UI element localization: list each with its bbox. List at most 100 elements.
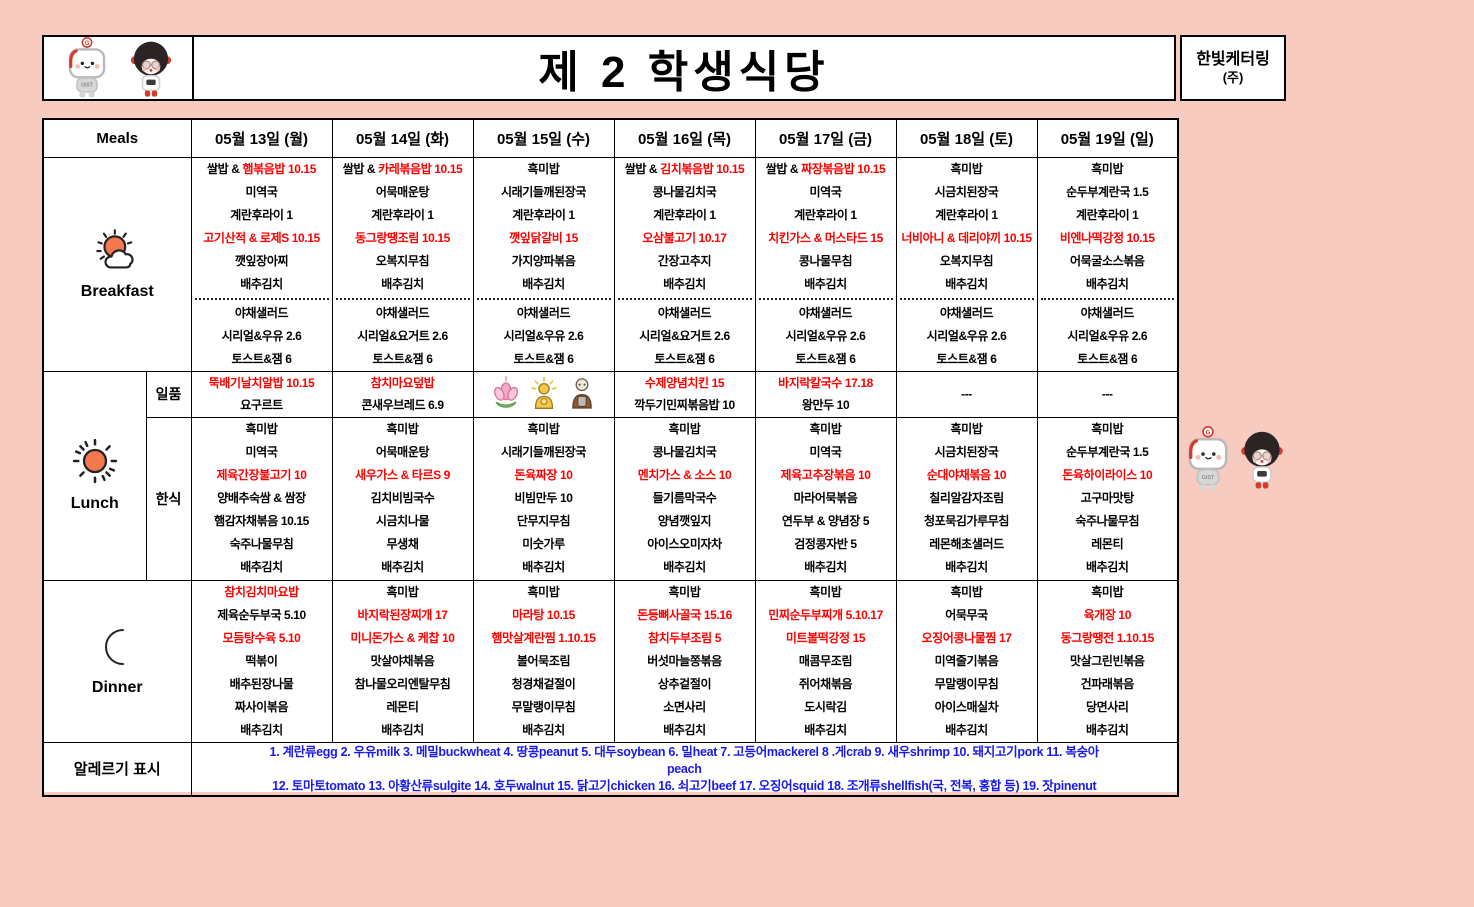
- menu-item: 어묵굴소스볶음: [1070, 253, 1145, 268]
- menu-item: 오삼불고기 10.17: [642, 230, 727, 245]
- vendor-box: 한빛케터링 (주): [1180, 35, 1286, 101]
- menu-item: 비빔만두 10: [514, 491, 573, 505]
- lunch-hansik-cell: 흑미밥 시금치된장국 순대야채볶음 10 칠리알감자조림 청포묵김가루무침 레몬해초샐러드…: [895, 416, 1038, 581]
- menu-item: 야채샐러드: [516, 305, 571, 320]
- menu-item: 배추김치: [240, 722, 283, 737]
- menu-item: 동그랑땡조림 10.15: [355, 230, 450, 245]
- menu-item: 맛살야채볶음: [370, 653, 435, 668]
- menu-item: 연두부 & 양념장 5: [781, 514, 870, 528]
- menu-item: 무말랭이무침: [511, 699, 576, 714]
- menu-item: 흑미밥: [1091, 584, 1124, 599]
- day-header: 05월 19일 (일): [1036, 118, 1179, 158]
- menu-item: 돈등뼈사골국 15.16: [637, 607, 732, 622]
- menu-item: 시리얼&우유 2.6: [503, 328, 584, 343]
- dinner-label: Dinner: [91, 678, 143, 696]
- breakfast-cell: 쌀밥 & 카레볶음밥 10.15 어묵매운탕 계란후라이 1 동그랑땡조림 10.15…: [331, 156, 474, 372]
- menu-item: 상추겉절이: [657, 676, 712, 691]
- menu-item: 가지양파볶음: [511, 253, 576, 268]
- menu-item: 계란후라이 1: [794, 207, 857, 222]
- menu-item: 흑미밥: [668, 422, 701, 436]
- menu-item: 제육순두부국 5.10: [217, 607, 306, 622]
- dotted-divider: [899, 297, 1034, 300]
- dinner-cell: 흑미밥 육개장 10 동그랑땡전 1.10.15 맛살그린빈볶음 건파래볶음 당면사리 배추…: [1036, 579, 1179, 743]
- menu-item: 배추김치: [522, 722, 565, 737]
- menu-item: 야채샐러드: [1080, 305, 1135, 320]
- lunch-ilpum-row: Lunch 일품 뚝배기날치알밥 10.15 요구르트 참치마요덮밥 콘새우브레드 …: [42, 370, 1179, 581]
- menu-item: 쌀밥 & 햄볶음밥 10.15: [207, 161, 316, 176]
- menu-item: 레몬티: [386, 699, 419, 714]
- allergy-line: 12. 토마토tomato 13. 아황산류sulgite 14. 호두waln…: [272, 778, 1097, 793]
- holiday-icons: [474, 375, 613, 413]
- menu-item: 양념깻잎지: [657, 514, 712, 528]
- lunch-label-cell: Lunch: [42, 370, 147, 581]
- menu-item: 콩나물김치국: [652, 184, 717, 199]
- menu-item: 토스트&잼 6: [372, 351, 433, 366]
- dinner-cell: 흑미밥 민찌순두부찌개 5.10.17 미트볼떡강정 15 매콤무조림 쥐어채볶음 도시락…: [754, 579, 897, 743]
- dinner-cell: 참치김치마요밥 제육순두부국 5.10 모듬탕수육 5.10 떡볶이 배추된장나물 짜사이…: [190, 579, 333, 743]
- menu-item: 고기산적 & 로제S 10.15: [203, 230, 320, 245]
- menu-item: 어묵매운탕: [375, 445, 430, 459]
- lunch-ilpum-cell: [472, 370, 615, 418]
- menu-item: 흑미밥: [527, 161, 560, 176]
- robot-mascot-icon: G GIST: [68, 37, 106, 98]
- menu-item: 쥐어채볶음: [798, 676, 853, 691]
- meals-header: Meals: [42, 118, 192, 158]
- menu-item: 단무지무침: [516, 514, 571, 528]
- dinner-cell: 흑미밥 어묵무국 오징어콩나물찜 17 미역줄기볶음 무말랭이무침 아이스매실차 배추김치: [895, 579, 1038, 743]
- menu-item: 간장고추지: [657, 253, 712, 268]
- lunch-hansik-cell: 흑미밥 미역국 제육간장불고기 10 양배추숙쌈 & 쌈장 햄감자채볶음 10.15 숙주…: [190, 416, 333, 581]
- menu-item: 계란후라이 1: [653, 207, 716, 222]
- menu-item: 흑미밥: [668, 584, 701, 599]
- menu-item: 계란후라이 1: [371, 207, 434, 222]
- menu-item: 오징어콩나물찜 17: [921, 630, 1012, 645]
- menu-item: 흑미밥: [1091, 161, 1124, 176]
- menu-item: 배추김치: [1085, 560, 1129, 574]
- menu-item: 계란후라이 1: [935, 207, 998, 222]
- menu-item: 배추김치: [804, 560, 847, 574]
- lunch-ilpum-cell: 뚝배기날치알밥 10.15 요구르트: [190, 370, 333, 418]
- menu-item: 흑미밥: [809, 584, 842, 599]
- breakfast-label-cell: Breakfast: [42, 156, 192, 372]
- menu-item: 동그랑땡전 1.10.15: [1060, 630, 1155, 645]
- menu-item: 떡볶이: [245, 653, 278, 668]
- menu-item: 배추김치: [663, 276, 706, 291]
- svg-text:GIST: GIST: [1202, 475, 1215, 481]
- girl-mascot-icon: [130, 41, 172, 97]
- menu-item: 바지락된장찌개 17: [357, 607, 448, 622]
- dotted-divider: [758, 297, 893, 300]
- lunch-hansik-cell: 흑미밥 미역국 제육고추장볶음 10 마라어묵볶음 연두부 & 양념장 5 검정콩자반 5…: [754, 416, 897, 581]
- moon-icon: [105, 628, 125, 665]
- menu-item: 쌀밥 & 짜장볶음밥 10.15: [765, 161, 886, 176]
- menu-item: 토스트&잼 6: [231, 351, 292, 366]
- menu-item: 미트볼떡강정 15: [785, 630, 866, 645]
- vendor-name: 한빛케터링: [1196, 50, 1270, 68]
- day-header: 05월 14일 (화): [331, 118, 474, 158]
- svg-text:G: G: [1205, 429, 1210, 436]
- menu-item: 소면사리: [663, 699, 706, 714]
- menu-item: 레몬티: [1091, 537, 1124, 551]
- menu-item: 콩나물무침: [798, 253, 853, 268]
- menu-item: 미역국: [245, 445, 278, 459]
- lunch-hansik-cell: 흑미밥 시래기들깨된장국 돈육짜장 10 비빔만두 10 단무지무침 미숫가루 배추김치: [472, 416, 615, 581]
- menu-item: 토스트&잼 6: [795, 351, 856, 366]
- menu-item: 청포묵김가루무침: [923, 514, 1010, 528]
- lunch-ilpum-cell: 참치마요덮밥 콘새우브레드 6.9: [331, 370, 474, 418]
- menu-item: 미역국: [809, 445, 842, 459]
- menu-item: 숙주나물무침: [229, 537, 294, 551]
- menu-item: 순두부계란국 1.5: [1066, 184, 1149, 199]
- menu-item: 아이스매실차: [934, 699, 999, 714]
- menu-item: 시리얼&요거트 2.6: [357, 328, 448, 343]
- menu-item: 들기름막국수: [652, 491, 717, 505]
- menu-item: 흑미밥: [950, 422, 983, 436]
- menu-item: ---: [1101, 387, 1113, 401]
- menu-item: 마라탕 10.15: [512, 607, 575, 622]
- day-header: 05월 17일 (금): [754, 118, 897, 158]
- menu-item: 시금치된장국: [934, 445, 999, 459]
- menu-item: 흑미밥: [386, 422, 419, 436]
- menu-item: 시금치된장국: [934, 184, 999, 199]
- menu-item: 흑미밥: [527, 422, 560, 436]
- dotted-divider: [617, 297, 752, 300]
- menu-item: 요구르트: [240, 398, 283, 412]
- menu-item: 민찌순두부찌개 5.10.17: [768, 607, 883, 622]
- menu-item: 야채샐러드: [939, 305, 994, 320]
